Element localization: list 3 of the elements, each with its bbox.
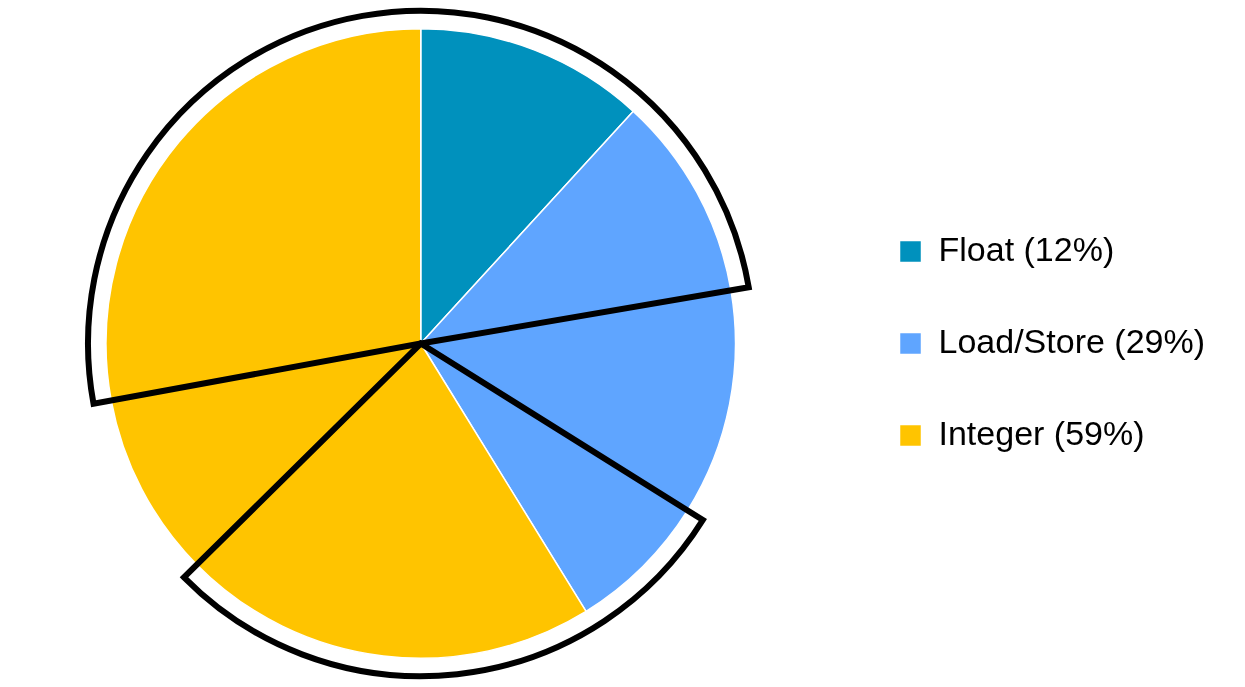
legend-label: Float (12%) (938, 229, 1115, 268)
legend-label: Load/Store (29%) (938, 321, 1206, 360)
legend-label: Integer (59%) (938, 413, 1145, 452)
